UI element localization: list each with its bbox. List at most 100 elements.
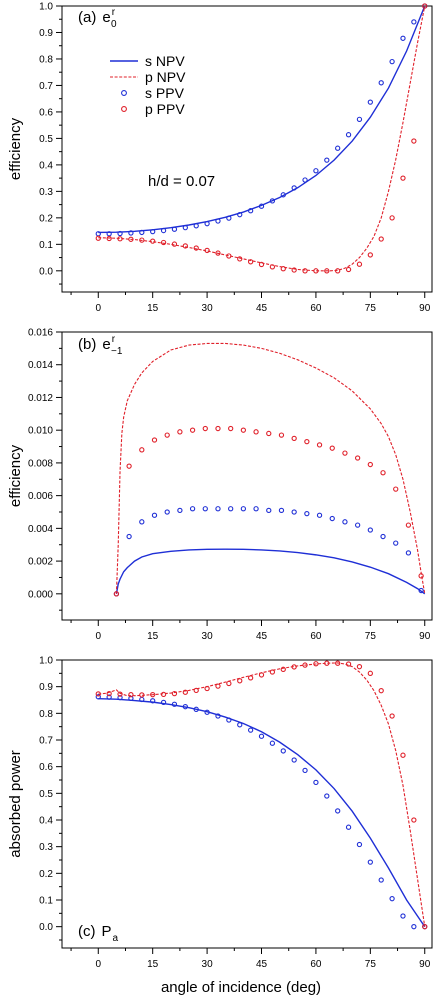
data-point	[335, 145, 341, 151]
data-point	[113, 591, 120, 597]
data-point	[171, 241, 178, 247]
data-point	[302, 767, 308, 774]
data-point	[106, 694, 112, 700]
data-point	[302, 662, 308, 668]
panel-symbol-sub: a	[113, 933, 119, 944]
data-point	[335, 660, 341, 666]
data-point	[151, 512, 158, 518]
data-point	[400, 35, 406, 41]
data-point	[258, 733, 265, 739]
data-point	[389, 58, 395, 65]
data-point	[367, 461, 373, 468]
data-point	[389, 896, 395, 902]
data-point	[411, 19, 417, 25]
y-tick-label: 0.4	[39, 160, 53, 171]
data-point	[189, 506, 196, 512]
data-point	[378, 236, 384, 242]
data-point	[342, 519, 348, 525]
x-tick-label: 75	[365, 631, 377, 642]
x-tick-label: 0	[95, 959, 101, 970]
data-point	[380, 470, 386, 476]
data-point	[324, 660, 330, 666]
data-point	[269, 198, 276, 204]
data-point	[247, 675, 254, 681]
x-tick-label: 60	[310, 303, 322, 314]
panel-symbol-sub: −1	[111, 346, 123, 357]
data-point	[266, 507, 272, 514]
data-point	[269, 264, 276, 270]
data-point	[226, 253, 232, 259]
y-tick-label: 0.016	[28, 328, 53, 339]
series-s-ppv	[95, 3, 428, 237]
data-point	[95, 235, 101, 241]
y-tick-label: 0.6	[39, 762, 53, 773]
data-point	[95, 691, 101, 697]
series-line	[98, 697, 426, 928]
data-point	[160, 239, 167, 246]
data-point	[422, 924, 428, 930]
legend-marker	[121, 106, 127, 112]
data-point	[342, 450, 348, 456]
x-tick-label: 0	[95, 631, 101, 642]
series-s-ppv	[113, 506, 424, 597]
x-tick-label: 0	[95, 303, 101, 314]
data-point	[237, 212, 243, 218]
data-point	[345, 824, 352, 830]
data-point	[418, 587, 424, 594]
data-point	[393, 540, 399, 546]
data-point	[302, 177, 308, 183]
x-tick-label: 75	[365, 303, 377, 314]
series-s-npv	[98, 5, 426, 234]
data-point	[226, 680, 232, 687]
data-point	[280, 666, 286, 672]
data-point	[367, 252, 373, 258]
series-s-ppv	[95, 694, 428, 930]
x-tick-label: 45	[256, 631, 268, 642]
data-point	[160, 691, 167, 698]
panel-symbol: e	[102, 9, 110, 26]
panel-letter: (b)	[78, 336, 96, 353]
y-axis-label: efficiency	[7, 117, 24, 180]
data-point	[193, 223, 199, 229]
series-s-npv	[115, 548, 426, 595]
data-point	[95, 694, 101, 700]
data-point	[202, 506, 208, 512]
series-p-ppv	[95, 660, 428, 930]
data-point	[356, 116, 363, 122]
data-point	[237, 722, 243, 728]
data-point	[150, 698, 156, 704]
legend-label: s PPV	[145, 85, 185, 101]
y-tick-label: 0.8	[39, 54, 53, 65]
data-point	[313, 779, 319, 786]
y-tick-label: 0.7	[39, 736, 53, 747]
data-point	[139, 237, 145, 243]
data-point	[164, 432, 170, 438]
data-point	[367, 670, 373, 676]
data-point	[171, 226, 178, 232]
y-tick-label: 0.4	[39, 816, 53, 827]
data-point	[266, 430, 272, 437]
y-tick-label: 0.5	[39, 789, 53, 800]
series-s-npv	[98, 697, 426, 928]
data-point	[193, 245, 199, 251]
panel-label: (a) er 0	[78, 7, 117, 30]
y-axis-label: absorbed power	[7, 750, 24, 858]
y-tick-label: 0.3	[39, 187, 53, 198]
y-tick-label: 0.014	[28, 360, 53, 371]
data-point	[182, 689, 188, 695]
panel-letter: (c)	[78, 923, 96, 940]
data-point	[400, 913, 406, 919]
panel-symbol-sub: 0	[111, 19, 117, 30]
data-point	[215, 683, 221, 689]
x-tick-label: 15	[147, 959, 159, 970]
data-point	[164, 509, 170, 515]
y-axis-label: efficiency	[7, 444, 24, 507]
data-point	[411, 924, 417, 930]
data-point	[237, 678, 243, 684]
data-point	[182, 224, 188, 231]
data-point	[150, 228, 156, 235]
data-point	[313, 268, 319, 274]
y-tick-label: 0.6	[39, 107, 53, 118]
data-point	[389, 215, 395, 221]
